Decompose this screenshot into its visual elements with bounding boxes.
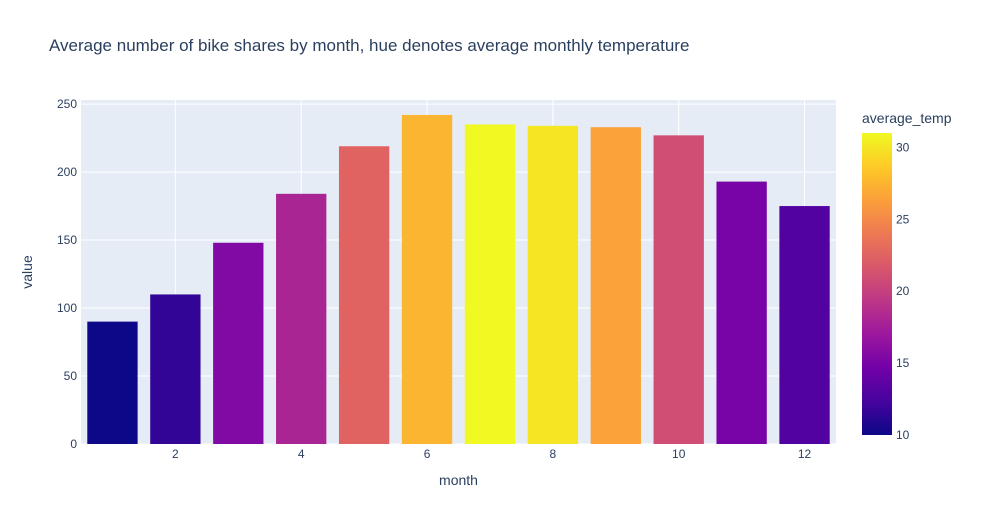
y-tick-label: 50 [64,369,78,383]
x-tick-label: 6 [424,447,431,461]
bar [464,124,516,445]
bar [527,125,579,445]
x-tick-label: 2 [172,447,179,461]
bar [150,294,201,444]
y-tick-label: 150 [57,233,77,247]
x-axis-ticks: 2 4 6 8 10 12 [172,447,812,461]
colorbar-ticks: 10 15 20 25 30 [896,140,910,442]
x-tick-label: 4 [298,447,305,461]
x-tick-label: 10 [672,447,686,461]
bar [590,127,641,445]
bar [401,114,453,445]
colorbar-title: average_temp [862,110,952,126]
x-axis-title: month [439,472,478,488]
y-tick-label: 0 [70,437,77,451]
chart-title: Average number of bike shares by month, … [49,36,689,55]
y-axis-ticks: 0 50 100 150 200 250 [57,97,77,451]
colorbar-tick-label: 25 [896,212,910,226]
bar [716,181,767,444]
colorbar-tick-label: 20 [896,284,910,298]
colorbar-tick-label: 30 [896,140,910,154]
y-axis-title: value [19,255,35,289]
y-tick-label: 100 [57,301,77,315]
colorbar [862,133,892,435]
bar [653,135,704,444]
colorbar-tick-label: 10 [896,428,910,442]
x-tick-label: 8 [550,447,557,461]
bar [213,242,264,444]
bar [338,146,390,444]
plot-area [81,100,836,444]
bar [87,321,138,444]
y-tick-label: 250 [57,97,77,111]
bar [779,206,830,444]
colorbar-tick-label: 15 [896,356,910,370]
bar [276,193,327,444]
bars [87,114,830,445]
x-tick-label: 12 [798,447,812,461]
y-tick-label: 200 [57,165,77,179]
